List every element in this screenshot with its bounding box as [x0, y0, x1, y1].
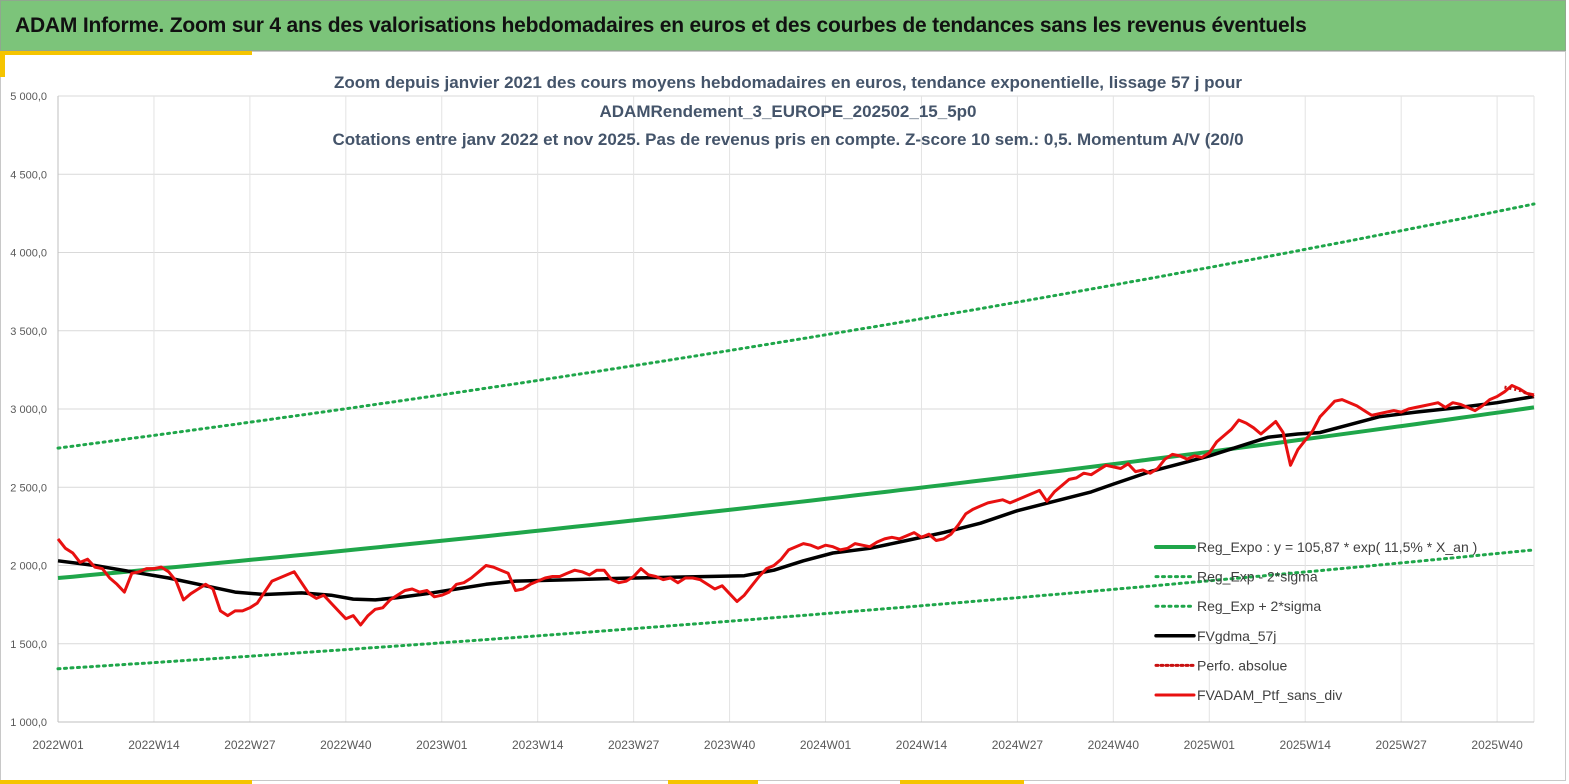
chart-title: Zoom depuis janvier 2021 des cours moyen… — [332, 73, 1243, 149]
legend-label-ptf: FVADAM_Ptf_sans_div — [1197, 687, 1342, 703]
legend: Reg_Expo : y = 105,87 * exp( 11,5% * X_a… — [1154, 539, 1477, 703]
chart-frame — [0, 51, 1566, 781]
x-tick-label: 2023W14 — [512, 738, 564, 752]
accent-bar-bottom-left — [0, 780, 252, 784]
accent-bar-bottom-middle — [668, 780, 758, 784]
accent-bar-top — [0, 51, 252, 55]
chart-title-line-1: Zoom depuis janvier 2021 des cours moyen… — [334, 73, 1242, 92]
y-tick-label: 4 000,0 — [10, 248, 47, 260]
x-axis-ticks: 2022W01 2022W14 2022W27 2022W40 2023W01 2023W… — [32, 738, 1523, 752]
x-tick-label: 2025W14 — [1280, 738, 1332, 752]
series-reg-exp-plus-2sigma — [56, 202, 1536, 450]
x-tick-label: 2024W01 — [800, 738, 852, 752]
x-tick-label: 2022W40 — [320, 738, 372, 752]
legend-label-smooth: FVgdma_57j — [1197, 628, 1276, 644]
x-tick-label: 2023W40 — [704, 738, 756, 752]
x-tick-label: 2022W14 — [128, 738, 180, 752]
series-reg-exp-minus-2sigma — [56, 548, 1536, 671]
chart-title-line-2: ADAMRendement_3_EUROPE_202502_15_5p0 — [599, 102, 976, 121]
legend-label-perf: Perfo. absolue — [1197, 657, 1287, 673]
x-tick-label: 2025W40 — [1471, 738, 1523, 752]
x-tick-label: 2024W14 — [896, 738, 948, 752]
x-tick-label: 2023W27 — [608, 738, 660, 752]
grid — [57, 95, 1535, 723]
y-tick-label: 2 000,0 — [10, 561, 47, 573]
chart-title-line-3: Cotations entre janv 2022 et nov 2025. P… — [332, 130, 1243, 149]
y-tick-label: 5 000,0 — [10, 91, 47, 103]
x-tick-label: 2024W40 — [1088, 738, 1140, 752]
accent-bar-left — [0, 51, 5, 77]
series-lines — [56, 202, 1536, 671]
y-tick-label: 1 500,0 — [10, 639, 47, 651]
series-fvadam-ptf-sans-div — [56, 384, 1535, 627]
y-tick-label: 2 500,0 — [10, 482, 47, 494]
x-tick-label: 2022W01 — [32, 738, 84, 752]
y-tick-label: 3 500,0 — [10, 326, 47, 338]
y-tick-label: 1 000,0 — [10, 717, 47, 729]
y-axis-ticks: 1 000,0 1 500,0 2 000,0 2 500,0 3 000,0 3 500… — [10, 91, 47, 729]
legend-label-high: Reg_Exp + 2*sigma — [1197, 598, 1321, 614]
y-tick-label: 4 500,0 — [10, 169, 47, 181]
x-tick-label: 2025W01 — [1184, 738, 1236, 752]
x-tick-label: 2022W27 — [224, 738, 276, 752]
header-banner: ADAM Informe. Zoom sur 4 ans des valoris… — [0, 0, 1566, 51]
accent-bar-bottom-right — [900, 780, 1024, 784]
x-tick-label: 2023W01 — [416, 738, 468, 752]
series-perfo-absolue — [1504, 385, 1535, 398]
series-reg-expo — [57, 405, 1535, 580]
banner-title: ADAM Informe. Zoom sur 4 ans des valoris… — [15, 14, 1307, 37]
legend-label-low: Reg_Exp - 2*sigma — [1197, 569, 1318, 585]
x-tick-label: 2025W27 — [1375, 738, 1427, 752]
legend-label-reg: Reg_Expo : y = 105,87 * exp( 11,5% * X_a… — [1197, 539, 1477, 555]
x-tick-label: 2024W27 — [992, 738, 1044, 752]
y-tick-label: 3 000,0 — [10, 404, 47, 416]
series-fvgdma-57j — [57, 394, 1535, 602]
